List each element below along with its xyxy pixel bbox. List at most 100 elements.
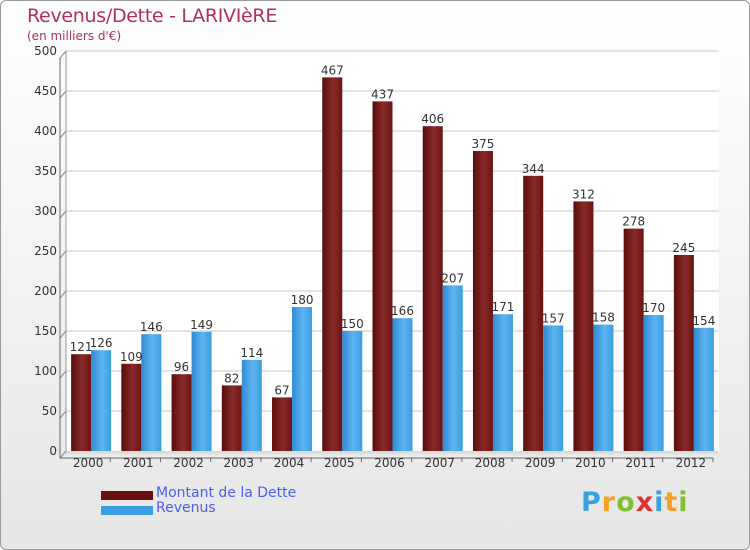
data-label-dette: 312 [572, 187, 595, 201]
data-label-dette: 375 [472, 137, 495, 151]
logo-letter: t [664, 487, 679, 518]
logo-letter: i [654, 487, 665, 518]
logo-letter: x [635, 487, 655, 518]
bar-dette [322, 77, 343, 452]
y-tick-mark [59, 250, 67, 259]
data-label-revenus: 166 [391, 304, 414, 318]
y-tick-label: 350 [34, 164, 57, 178]
bar-revenus [91, 350, 112, 451]
y-tick-mark [59, 50, 67, 59]
y-tick-label: 100 [34, 364, 57, 378]
y-tick-mark [59, 170, 67, 179]
legend-label-debt: Montant de la Dette [156, 485, 297, 501]
y-tick-label: 400 [34, 124, 57, 138]
bar-revenus [442, 285, 463, 451]
data-label-revenus: 126 [90, 336, 113, 350]
x-tick-label: 2012 [676, 456, 707, 470]
x-tick-label: 2005 [324, 456, 355, 470]
y-tick-mark [59, 130, 67, 139]
data-label-revenus: 150 [341, 317, 364, 331]
data-label-dette: 121 [70, 340, 93, 354]
bar-dette [673, 255, 694, 451]
x-tick-label: 2002 [173, 456, 204, 470]
data-label-revenus: 149 [190, 318, 213, 332]
bar-revenus [492, 314, 513, 451]
bar-revenus [693, 327, 714, 451]
bar-revenus [392, 318, 413, 451]
bar-dette [422, 126, 443, 451]
bar-dette [573, 201, 594, 451]
y-tick-label: 450 [34, 84, 57, 98]
data-label-dette: 406 [421, 112, 444, 126]
x-tick-label: 2000 [73, 456, 104, 470]
bar-revenus [241, 359, 262, 451]
y-tick-label: 250 [34, 244, 57, 258]
x-tick-label: 2010 [575, 456, 606, 470]
logo-letter: o [616, 487, 636, 518]
data-label-dette: 437 [371, 87, 394, 101]
data-label-revenus: 171 [492, 300, 515, 314]
bar-revenus [342, 331, 363, 451]
y-tick-mark [59, 90, 67, 99]
bar-revenus [543, 325, 564, 451]
y-tick-label: 150 [34, 324, 57, 338]
bar-dette [623, 228, 644, 451]
legend-label-revenus: Revenus [156, 500, 216, 516]
x-tick-label: 2001 [123, 456, 154, 470]
bar-dette [523, 175, 544, 452]
x-tick-label: 2004 [274, 456, 305, 470]
y-tick-mark [59, 330, 67, 339]
x-tick-label: 2008 [475, 456, 506, 470]
x-tick-label: 2009 [525, 456, 556, 470]
bar-dette [171, 374, 192, 451]
chart-title: Revenus/Dette - LARIVIèRE [27, 5, 278, 27]
y-tick-mark [59, 210, 67, 219]
data-label-dette: 96 [174, 360, 189, 374]
bar-dette [472, 151, 493, 451]
y-tick-mark [59, 450, 67, 459]
logo-letter: r [601, 487, 617, 518]
legend-swatch-revenus [101, 506, 153, 515]
bar-dette [272, 397, 293, 451]
x-tick-label: 2011 [625, 456, 656, 470]
logo-letter: i [678, 487, 689, 518]
plot-floor [60, 451, 719, 458]
bar-revenus [141, 334, 162, 451]
bar-revenus [643, 315, 664, 451]
data-label-revenus: 158 [592, 311, 615, 325]
data-label-dette: 67 [274, 383, 289, 397]
data-label-revenus: 114 [240, 346, 263, 360]
bar-revenus [292, 307, 313, 451]
x-tick-label: 2006 [374, 456, 405, 470]
proxiti-logo: Proxiti [581, 487, 689, 518]
data-label-dette: 467 [321, 63, 344, 77]
data-label-dette: 344 [522, 162, 545, 176]
bar-dette [71, 354, 92, 451]
x-tick-label: 2003 [224, 456, 255, 470]
bar-dette [372, 101, 393, 452]
data-label-dette: 82 [224, 371, 239, 385]
y-tick-label: 300 [34, 204, 57, 218]
chart-subtitle: (en milliers d'€) [27, 29, 122, 43]
data-label-revenus: 154 [692, 314, 715, 328]
y-tick-label: 200 [34, 284, 57, 298]
y-tick-mark [59, 370, 67, 379]
data-label-dette: 109 [120, 350, 143, 364]
logo-letter: P [581, 487, 602, 518]
data-label-dette: 245 [672, 241, 695, 255]
data-label-revenus: 180 [291, 293, 314, 307]
data-label-revenus: 170 [642, 301, 665, 315]
bar-revenus [593, 324, 614, 451]
y-tick-mark [59, 290, 67, 299]
y-tick-label: 0 [49, 444, 57, 458]
x-tick-label: 2007 [424, 456, 455, 470]
bar-dette [121, 363, 142, 451]
y-tick-label: 50 [42, 404, 57, 418]
bar-dette [221, 385, 242, 451]
y-tick-label: 500 [34, 44, 57, 58]
data-label-revenus: 157 [542, 311, 565, 325]
bar-revenus [191, 331, 212, 451]
data-label-dette: 278 [622, 215, 645, 229]
